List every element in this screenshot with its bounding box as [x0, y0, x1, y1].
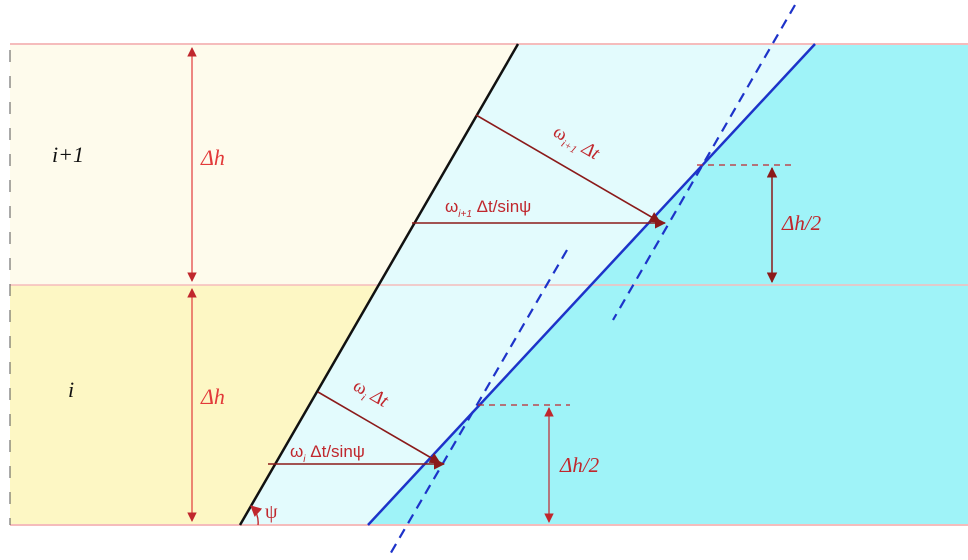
- upper-horizontal-sub: i+1: [458, 209, 472, 220]
- layer-upper-index-label: i+1: [52, 142, 84, 167]
- lower-advance-sub: i: [359, 392, 368, 404]
- lower-advance-arrow: [317, 391, 441, 464]
- upper-half-label: Δh/2: [781, 211, 822, 235]
- lower-horizontal-rest: Δt/sinψ: [306, 442, 365, 461]
- lower-thickness-label: Δh: [200, 384, 225, 409]
- new-front-line: [367, 43, 816, 526]
- upper-thickness-label: Δh: [200, 145, 225, 170]
- upper-horizontal-rest: Δt/sinψ: [472, 197, 531, 216]
- layer-lower-index-label: i: [68, 377, 74, 402]
- lower-horizontal-sub: i: [303, 454, 306, 465]
- upper-advance-arrow: [475, 114, 661, 223]
- lower-horizontal-symbol: ω: [290, 442, 303, 461]
- upper-horizontal-symbol: ω: [445, 197, 458, 216]
- upper-dashed-front: [612, 4, 796, 321]
- upper-horizontal-label: ωi+1 Δt/sinψ: [445, 197, 531, 220]
- lower-dashed-front: [388, 249, 568, 557]
- lower-horizontal-label: ωi Δt/sinψ: [290, 442, 365, 465]
- angle-label: ψ: [265, 501, 278, 523]
- lower-half-label: Δh/2: [559, 453, 600, 477]
- initial-front-line: [238, 43, 520, 526]
- angle-arc: [250, 505, 263, 526]
